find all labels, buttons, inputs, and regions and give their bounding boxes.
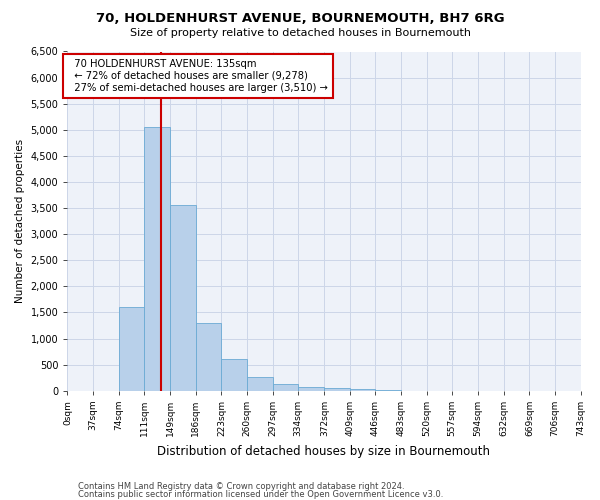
Bar — [144, 127, 170, 391]
Text: Size of property relative to detached houses in Bournemouth: Size of property relative to detached ho… — [130, 28, 470, 38]
Text: 70 HOLDENHURST AVENUE: 135sqm
  ← 72% of detached houses are smaller (9,278)
  2: 70 HOLDENHURST AVENUE: 135sqm ← 72% of d… — [68, 60, 328, 92]
Text: 70, HOLDENHURST AVENUE, BOURNEMOUTH, BH7 6RG: 70, HOLDENHURST AVENUE, BOURNEMOUTH, BH7… — [95, 12, 505, 26]
X-axis label: Distribution of detached houses by size in Bournemouth: Distribution of detached houses by size … — [157, 444, 490, 458]
Bar — [376, 390, 401, 391]
Text: Contains public sector information licensed under the Open Government Licence v3: Contains public sector information licen… — [78, 490, 443, 499]
Bar — [221, 360, 247, 391]
Y-axis label: Number of detached properties: Number of detached properties — [15, 139, 25, 303]
Bar — [350, 390, 376, 391]
Text: Contains HM Land Registry data © Crown copyright and database right 2024.: Contains HM Land Registry data © Crown c… — [78, 482, 404, 491]
Bar — [119, 308, 144, 391]
Bar — [247, 376, 272, 391]
Bar — [298, 386, 325, 391]
Bar — [325, 388, 350, 391]
Bar — [170, 206, 196, 391]
Bar — [272, 384, 298, 391]
Bar — [196, 323, 221, 391]
